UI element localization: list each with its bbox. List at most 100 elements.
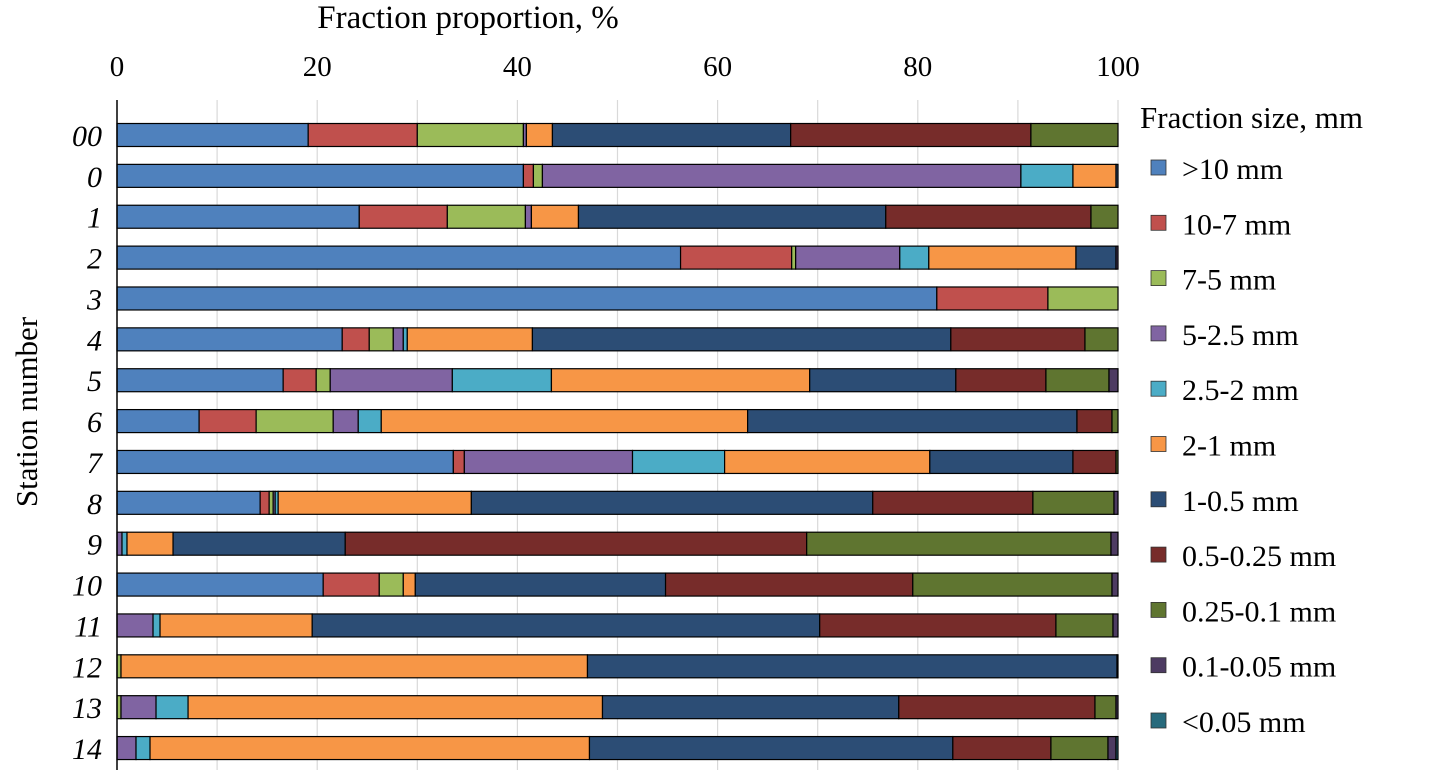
bar-segment — [532, 163, 544, 188]
bar-station-6 — [116, 408, 1119, 434]
legend: >10 mm 10-7 mm 7-5 mm 5-2.5 mm 2.5-2 mm 2-1 m… — [1150, 153, 1336, 739]
legend-item: >10 mm — [1150, 153, 1283, 186]
bar-station-2 — [116, 245, 1119, 270]
legend-item: <0.05 mm — [1150, 706, 1306, 739]
bar-segment — [1020, 163, 1074, 188]
bar-segment — [416, 122, 525, 148]
legend-swatch — [1150, 491, 1167, 508]
bar-segment — [332, 408, 359, 434]
legend-swatch — [1150, 546, 1167, 563]
legend-label: 1-0.5 mm — [1182, 485, 1299, 518]
bar-segment — [120, 695, 157, 720]
x-tick-label: 60 — [703, 51, 732, 83]
legend-item: 1-0.5 mm — [1150, 485, 1299, 518]
bar-segment — [357, 408, 382, 434]
legend-swatch — [1150, 270, 1167, 287]
bar-station-00 — [116, 122, 1119, 148]
bar-segment — [1075, 245, 1117, 270]
bar-segment — [277, 490, 472, 515]
bar-segment — [1115, 695, 1119, 720]
bar-segment — [1084, 327, 1119, 352]
bar-segment — [463, 449, 634, 475]
bar-segment — [524, 204, 533, 229]
y-tick-label: 4 — [87, 324, 102, 357]
y-tick-label: 1 — [87, 202, 102, 235]
bar-station-9 — [116, 531, 1119, 556]
bar-segment — [116, 735, 137, 761]
bar-segment — [116, 327, 343, 352]
bar-segment — [1090, 204, 1119, 229]
bar-segment — [1115, 163, 1119, 188]
bar-segment — [378, 572, 404, 597]
x-tick-label: 100 — [1096, 51, 1140, 83]
y-tick-label: 2 — [87, 243, 102, 276]
x-tick-label: 80 — [903, 51, 932, 83]
legend-item: 7-5 mm — [1150, 264, 1276, 297]
bar-segment — [819, 613, 1057, 638]
legend-swatch — [1150, 602, 1167, 618]
bar-segment — [885, 204, 1092, 229]
legend-swatch — [1150, 325, 1167, 342]
bar-segment — [358, 204, 448, 229]
bar-segment — [1113, 490, 1119, 515]
bar-segment — [1030, 122, 1119, 148]
bar-station-7 — [116, 449, 1119, 475]
legend-item: 0.5-0.25 mm — [1150, 540, 1336, 573]
legend-label: 0.1-0.05 mm — [1182, 651, 1336, 684]
bar-segment — [1110, 531, 1119, 556]
bar-segment — [1111, 408, 1119, 434]
bar-station-0 — [116, 163, 1119, 188]
bar-segment — [329, 368, 453, 393]
bar-segment — [898, 695, 1096, 720]
bar-segment — [1055, 613, 1114, 638]
bar-segment — [406, 327, 534, 352]
bar-segment — [1115, 735, 1119, 761]
bar-segment — [1116, 654, 1119, 679]
bar-station-10 — [116, 572, 1119, 597]
bar-segment — [530, 204, 580, 229]
bar-segment — [522, 163, 535, 188]
bar-segment — [172, 531, 346, 556]
bar-segment — [1047, 286, 1119, 311]
bar-segment — [531, 327, 952, 352]
legend-swatch — [1150, 214, 1167, 231]
legend-label: 10-7 mm — [1182, 208, 1291, 241]
bar-segment — [1115, 449, 1119, 475]
bar-segment — [795, 245, 901, 270]
legend-swatch — [1150, 380, 1167, 397]
bar-segment — [1108, 368, 1119, 393]
bar-segment — [806, 531, 1112, 556]
bar-segment — [116, 286, 938, 311]
legend-item: 2-1 mm — [1150, 430, 1276, 463]
bar-segment — [198, 408, 257, 434]
bar-segment — [116, 245, 682, 270]
bar-segment — [155, 695, 189, 720]
bar-segment — [402, 327, 408, 352]
bar-segment — [664, 572, 914, 597]
bar-segment — [322, 572, 380, 597]
x-axis-title: Fraction proportion, % — [317, 0, 619, 36]
legend-swatch — [1150, 712, 1167, 729]
bar-segment — [1072, 163, 1117, 188]
bar-segment — [446, 204, 527, 229]
bar-segment — [724, 449, 931, 475]
bar-segment — [1032, 490, 1115, 515]
bar-segment — [368, 327, 394, 352]
bar-segment — [588, 735, 954, 761]
bar-segment — [392, 327, 404, 352]
bar-segment — [452, 449, 465, 475]
bar-segment — [116, 572, 324, 597]
bar-segment — [791, 245, 797, 270]
bar-segment — [936, 286, 1049, 311]
y-tick-label: 3 — [86, 283, 102, 316]
legend-title: Fraction size, mm — [1140, 100, 1363, 135]
bar-segment — [872, 490, 1034, 515]
bar-segment — [268, 490, 274, 515]
legend-label: >10 mm — [1182, 153, 1283, 186]
bar-segment — [1111, 572, 1119, 597]
bar-segment — [601, 695, 900, 720]
bar-segment — [550, 368, 811, 393]
bar-station-4 — [116, 327, 1119, 352]
bar-segment — [159, 613, 313, 638]
